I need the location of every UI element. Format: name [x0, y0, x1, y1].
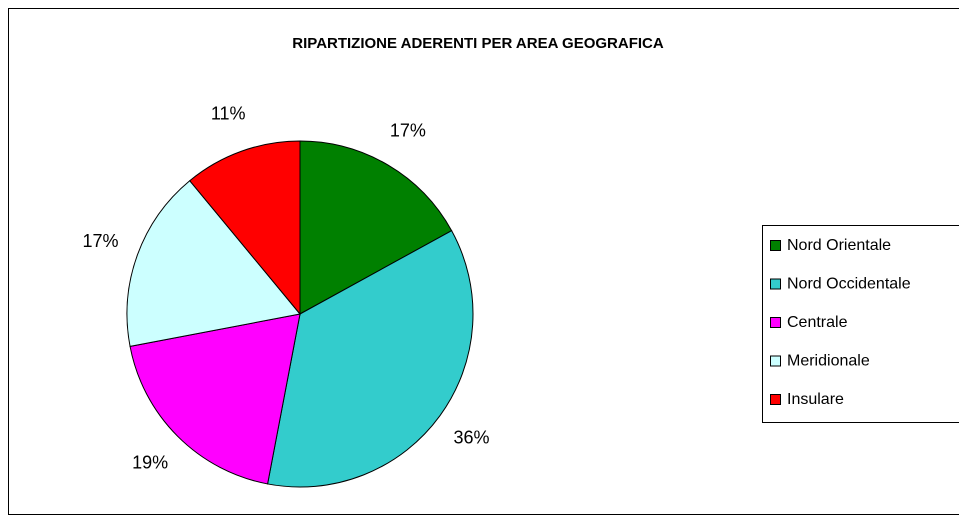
legend-swatch — [770, 278, 781, 290]
data-label: 17% — [83, 231, 119, 251]
data-label: 11% — [211, 103, 246, 123]
legend-swatch — [770, 240, 781, 251]
data-label: 19% — [132, 453, 168, 473]
legend-label: Insulare — [787, 391, 844, 408]
legend-label: Centrale — [787, 314, 848, 331]
legend-box — [762, 225, 959, 423]
pie-slice — [126, 179, 301, 348]
data-label: 36% — [453, 427, 489, 447]
data-label: 17% — [390, 120, 426, 140]
legend-label: Meridionale — [787, 353, 870, 370]
legend-label: Nord Orientale — [787, 237, 891, 254]
pie-slice — [299, 140, 453, 315]
pie-slice — [129, 313, 301, 485]
legend-swatch — [770, 355, 781, 367]
pie-slice — [266, 229, 474, 488]
legend-swatch — [770, 317, 781, 328]
legend-swatch — [770, 394, 781, 405]
legend-label: Nord Occidentale — [787, 276, 911, 293]
pie-slice — [189, 140, 301, 316]
chart-title: RIPARTIZIONE ADERENTI PER AREA GEOGRAFIC… — [292, 35, 664, 52]
